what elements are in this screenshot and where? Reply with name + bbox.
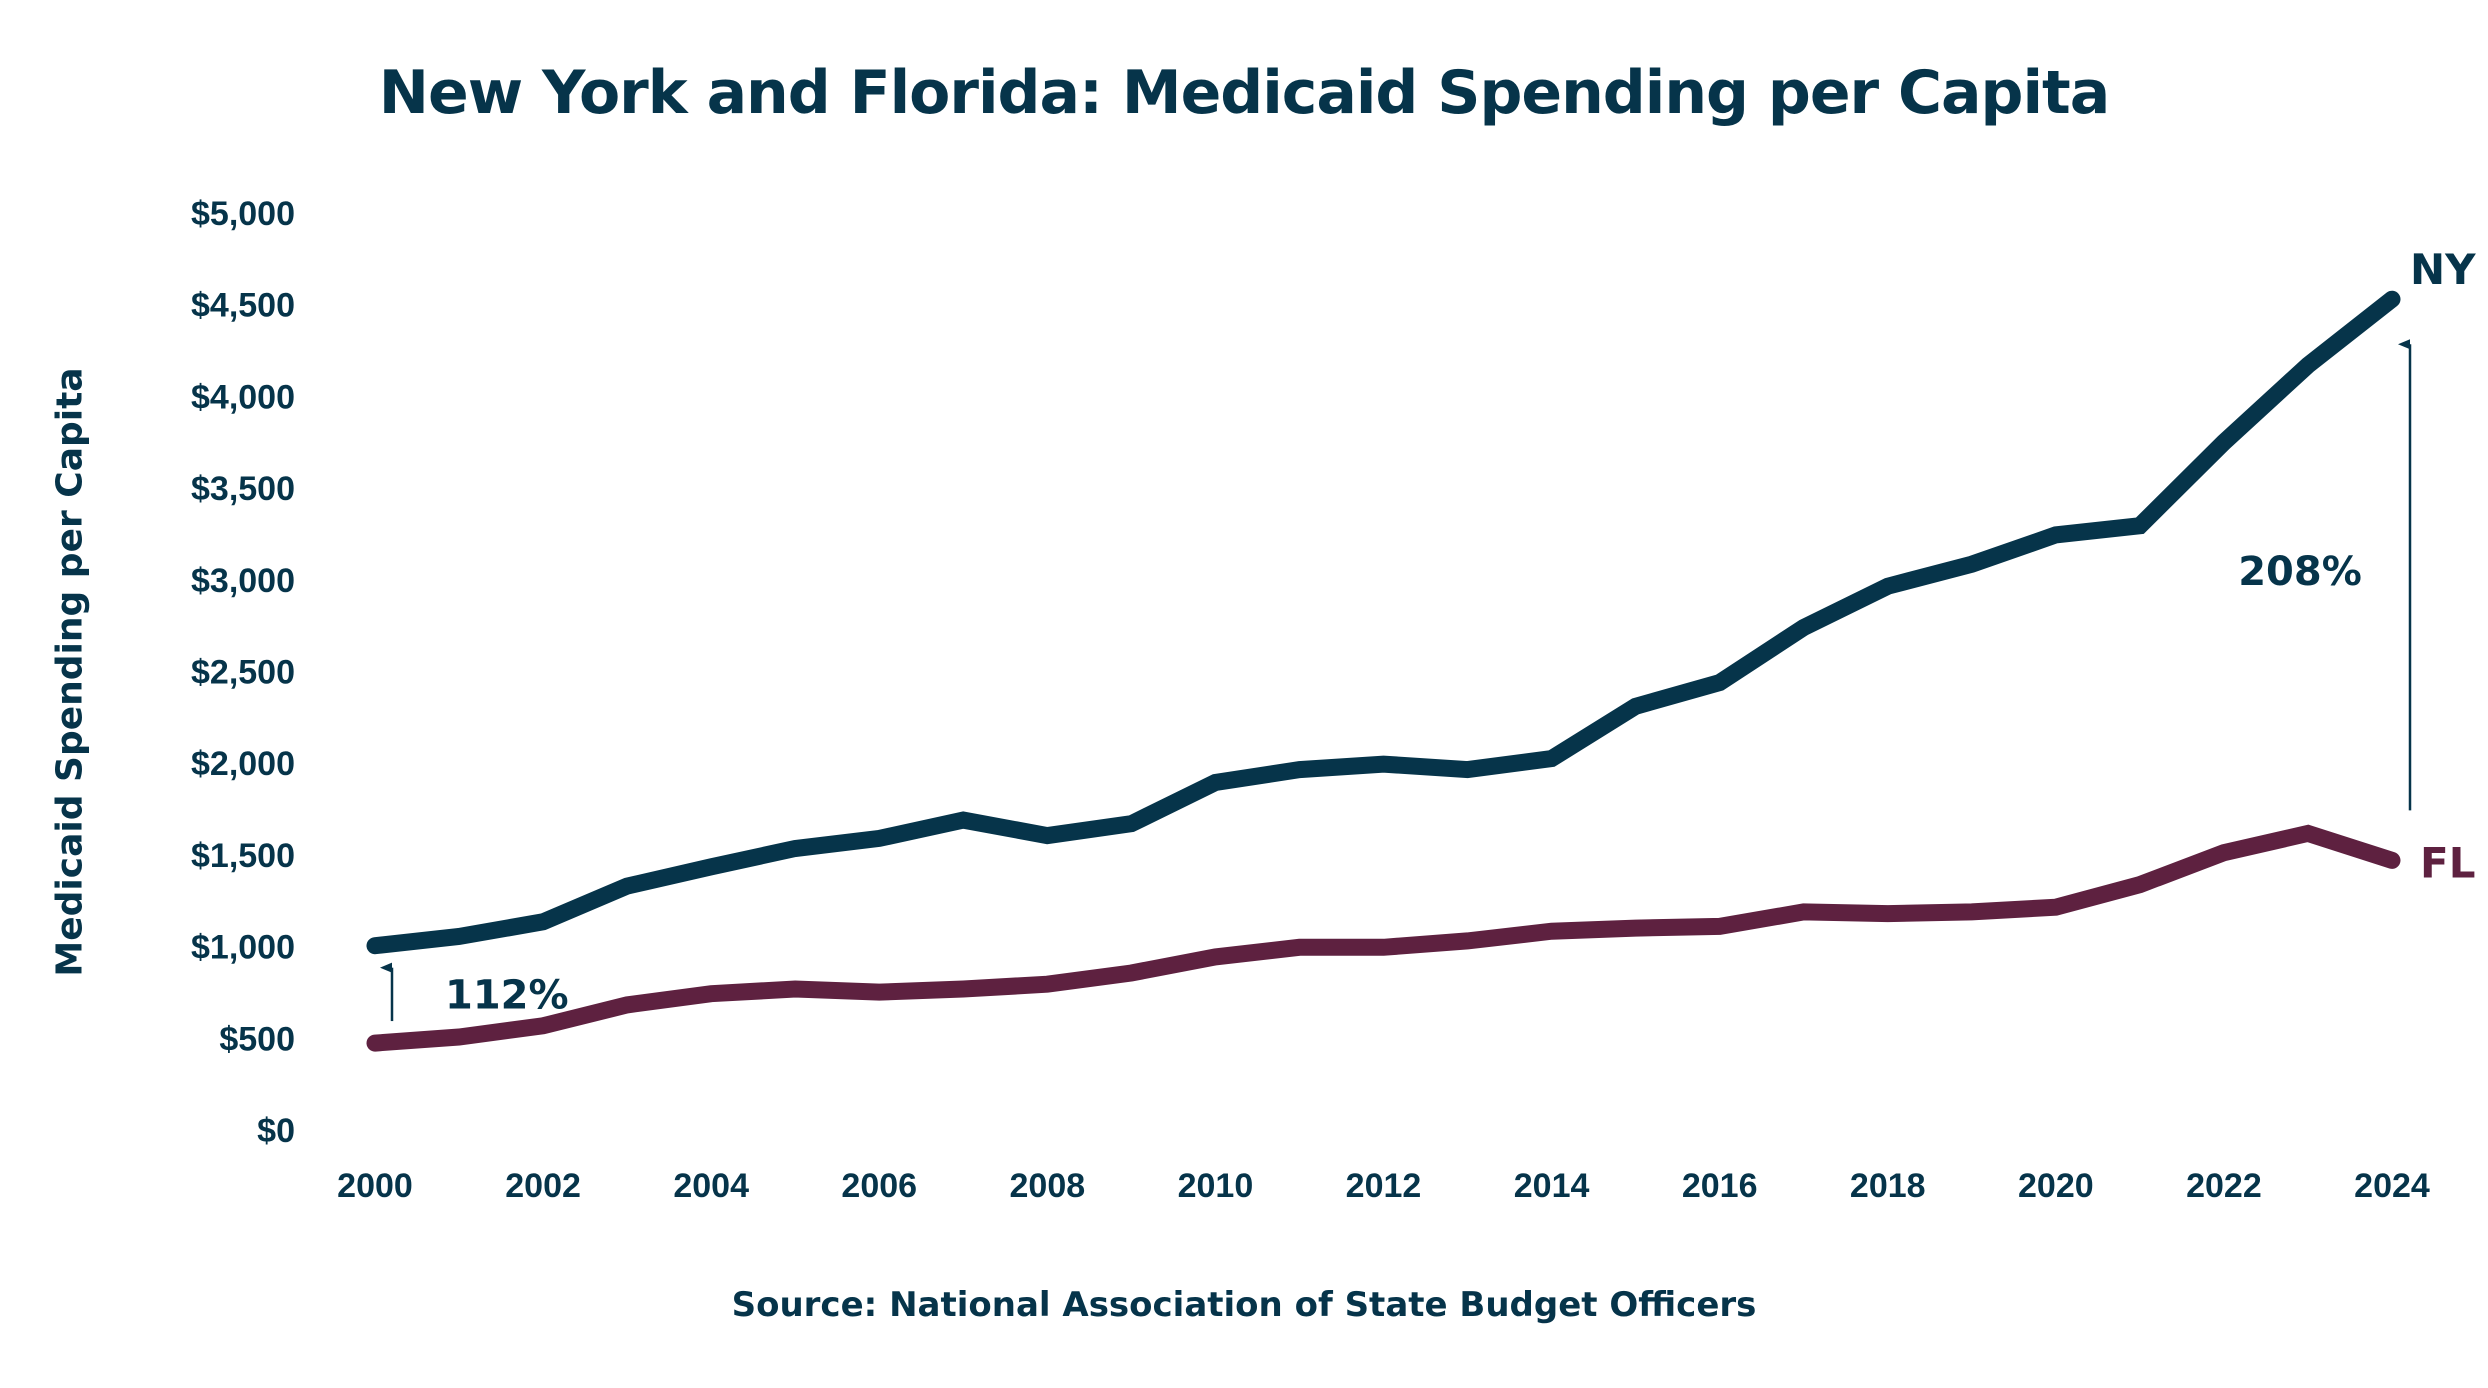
- y-tick-label: $1,500: [191, 837, 295, 875]
- annotations: 112% 208%: [380, 339, 2412, 1022]
- x-tick-label: 2002: [505, 1167, 581, 1205]
- annotation-label: 208%: [2238, 549, 2362, 595]
- series-label-ny: NY: [2410, 245, 2476, 294]
- series-line-fl: [366, 824, 2401, 1052]
- source-note: Source: National Association of State Bu…: [731, 1285, 1757, 1325]
- series-lines: [366, 290, 2401, 1052]
- x-axis-ticks: 2000 2002 2004 2006 2008 2010 2012 2014 2016 2018…: [337, 1167, 2430, 1205]
- y-tick-label: $0: [257, 1112, 295, 1150]
- annotation-label: 112%: [445, 972, 569, 1018]
- y-tick-label: $1,000: [191, 929, 295, 967]
- y-tick-label: $2,000: [191, 745, 295, 783]
- y-tick-label: $3,000: [191, 562, 295, 600]
- x-tick-label: 2024: [2354, 1167, 2430, 1205]
- y-tick-label: $4,000: [191, 378, 295, 416]
- x-tick-label: 2004: [673, 1167, 749, 1205]
- series-label-fl: FL: [2420, 838, 2475, 887]
- y-tick-label: $5,000: [191, 195, 295, 233]
- x-tick-label: 2008: [1010, 1167, 1086, 1205]
- y-tick-label: $500: [219, 1020, 295, 1058]
- series-labels: NY FL: [2410, 245, 2476, 887]
- x-tick-label: 2016: [1682, 1167, 1758, 1205]
- x-tick-label: 2010: [1178, 1167, 1254, 1205]
- chart-title: New York and Florida: Medicaid Spending …: [378, 58, 2110, 128]
- x-tick-label: 2006: [841, 1167, 917, 1205]
- x-tick-label: 2018: [1850, 1167, 1926, 1205]
- y-axis-ticks: $0 $500 $1,000 $1,500 $2,000 $2,500 $3,000 $3,5…: [191, 195, 295, 1150]
- y-tick-label: $4,500: [191, 287, 295, 325]
- x-tick-label: 2000: [337, 1167, 413, 1205]
- series-line-ny: [366, 290, 2401, 955]
- x-tick-label: 2020: [2018, 1167, 2094, 1205]
- x-tick-label: 2014: [1514, 1167, 1590, 1205]
- x-tick-label: 2022: [2186, 1167, 2262, 1205]
- y-tick-label: $2,500: [191, 654, 295, 692]
- y-tick-label: $3,500: [191, 470, 295, 508]
- x-tick-label: 2012: [1346, 1167, 1422, 1205]
